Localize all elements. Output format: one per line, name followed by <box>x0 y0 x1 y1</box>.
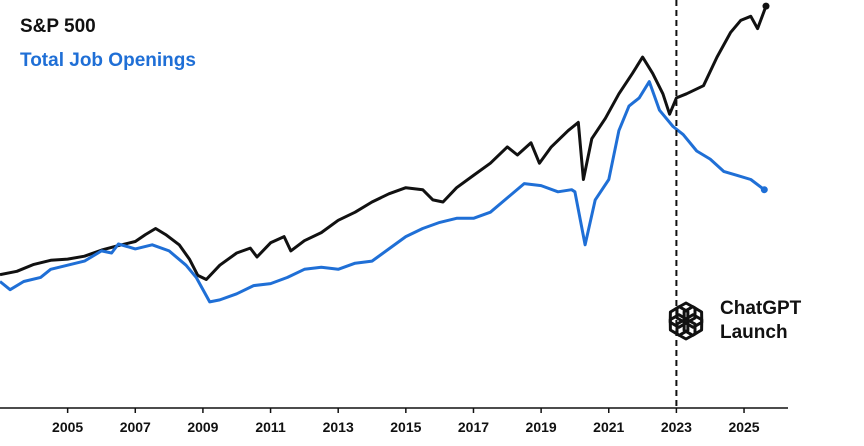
x-tick-label: 2019 <box>526 419 557 435</box>
x-tick-label: 2009 <box>187 419 218 435</box>
legend-job-openings: Total Job Openings <box>20 50 196 71</box>
job-openings-end-point <box>760 186 768 194</box>
annotation-line-2: Launch <box>720 322 788 343</box>
x-tick-label: 2023 <box>661 419 692 435</box>
sp500-end-point <box>762 2 770 10</box>
sp500-line <box>0 5 768 281</box>
chatgpt-launch-annotation: ChatGPT Launch <box>662 297 801 345</box>
annotation-line-1: ChatGPT <box>720 298 802 319</box>
x-tick-label: 2011 <box>255 419 286 435</box>
x-tick-label: 2013 <box>323 419 354 435</box>
job-openings-line <box>0 80 766 304</box>
x-axis-ticks: 2005 2007 2009 2011 2013 2015 2017 2019 2021 2023… <box>52 408 760 435</box>
x-tick-label: 2007 <box>120 419 151 435</box>
openai-logo-icon <box>668 301 704 341</box>
x-tick-label: 2021 <box>593 419 624 435</box>
x-tick-label: 2015 <box>390 419 421 435</box>
annotation-label: ChatGPT Launch <box>720 297 801 345</box>
x-tick-label: 2017 <box>458 419 489 435</box>
series-layer <box>0 2 770 304</box>
legend-sp500: S&P 500 <box>20 16 96 37</box>
x-tick-label: 2025 <box>728 419 759 435</box>
x-tick-label: 2005 <box>52 419 83 435</box>
